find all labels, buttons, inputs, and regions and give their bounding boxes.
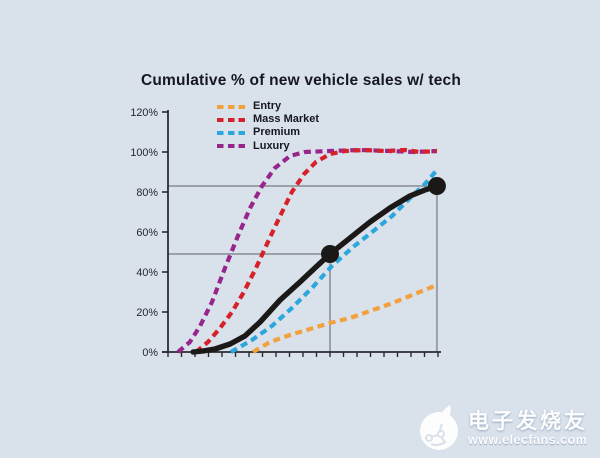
series-highlight-curve	[190, 183, 440, 355]
y-tick-label: 0%	[142, 347, 158, 359]
series-entry	[252, 283, 438, 354]
chart-title: Cumulative % of new vehicle sales w/ tec…	[141, 72, 462, 89]
marker-dot	[321, 245, 339, 263]
marker-dot	[427, 177, 446, 195]
legend-label-premium: Premium	[253, 126, 301, 139]
legend-swatch-premium	[217, 130, 245, 135]
elecfans-logo-icon	[420, 405, 458, 450]
series-mass-market	[194, 147, 438, 354]
y-tick-label: 100%	[130, 147, 158, 159]
legend-label-mass-market: Mass Market	[253, 113, 320, 126]
legend-swatch-luxury	[217, 144, 245, 149]
legend-swatch-entry	[217, 104, 245, 109]
legend-label-entry: Entry	[253, 100, 282, 113]
legend-swatch-mass-market	[217, 117, 245, 122]
series-luxury	[176, 147, 437, 354]
watermark-url: www.elecfans.com	[468, 432, 588, 447]
y-tick-label: 20%	[136, 307, 158, 319]
chart-legend: Entry Mass Market Premium Luxury	[217, 100, 319, 153]
watermark-text: 电子发烧友 www.elecfans.com	[468, 410, 588, 447]
legend-item-luxury: Luxury	[217, 140, 319, 153]
legend-item-entry: Entry	[217, 100, 319, 113]
y-tick-label: 120%	[130, 107, 158, 119]
legend-item-mass-market: Mass Market	[217, 113, 319, 126]
y-tick-label: 80%	[136, 187, 158, 199]
watermark-brand: 电子发烧友	[468, 409, 588, 433]
watermark: 电子发烧友 www.elecfans.com	[419, 404, 588, 452]
y-tick-label: 60%	[136, 227, 158, 239]
legend-label-luxury: Luxury	[253, 139, 290, 152]
y-tick-label: 40%	[136, 267, 158, 279]
legend-item-premium: Premium	[217, 126, 319, 139]
